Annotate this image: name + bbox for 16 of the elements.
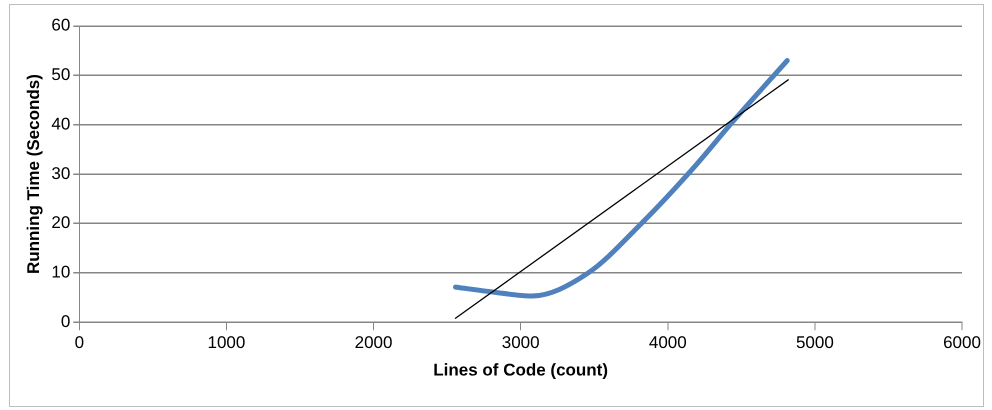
y-tick-label: 50 (51, 65, 70, 84)
y-tick-label: 0 (60, 312, 70, 331)
y-tick-label: 30 (51, 164, 70, 183)
x-tick-label: 1000 (208, 333, 246, 352)
x-tick-label: 6000 (943, 333, 981, 352)
y-tick-label: 20 (51, 213, 70, 232)
y-tick-label: 40 (51, 114, 70, 134)
x-tick-label: 5000 (796, 333, 834, 352)
y-tick-label: 10 (51, 262, 70, 282)
y-axis-title: Running Time (Seconds) (24, 74, 43, 274)
x-axis-title: Lines of Code (count) (433, 360, 608, 380)
x-tick-label: 4000 (648, 333, 687, 352)
x-tick-label: 0 (74, 333, 84, 352)
y-tick-label: 60 (51, 16, 70, 35)
x-tick-label: 2000 (354, 333, 392, 352)
x-tick-label: 3000 (502, 333, 540, 352)
